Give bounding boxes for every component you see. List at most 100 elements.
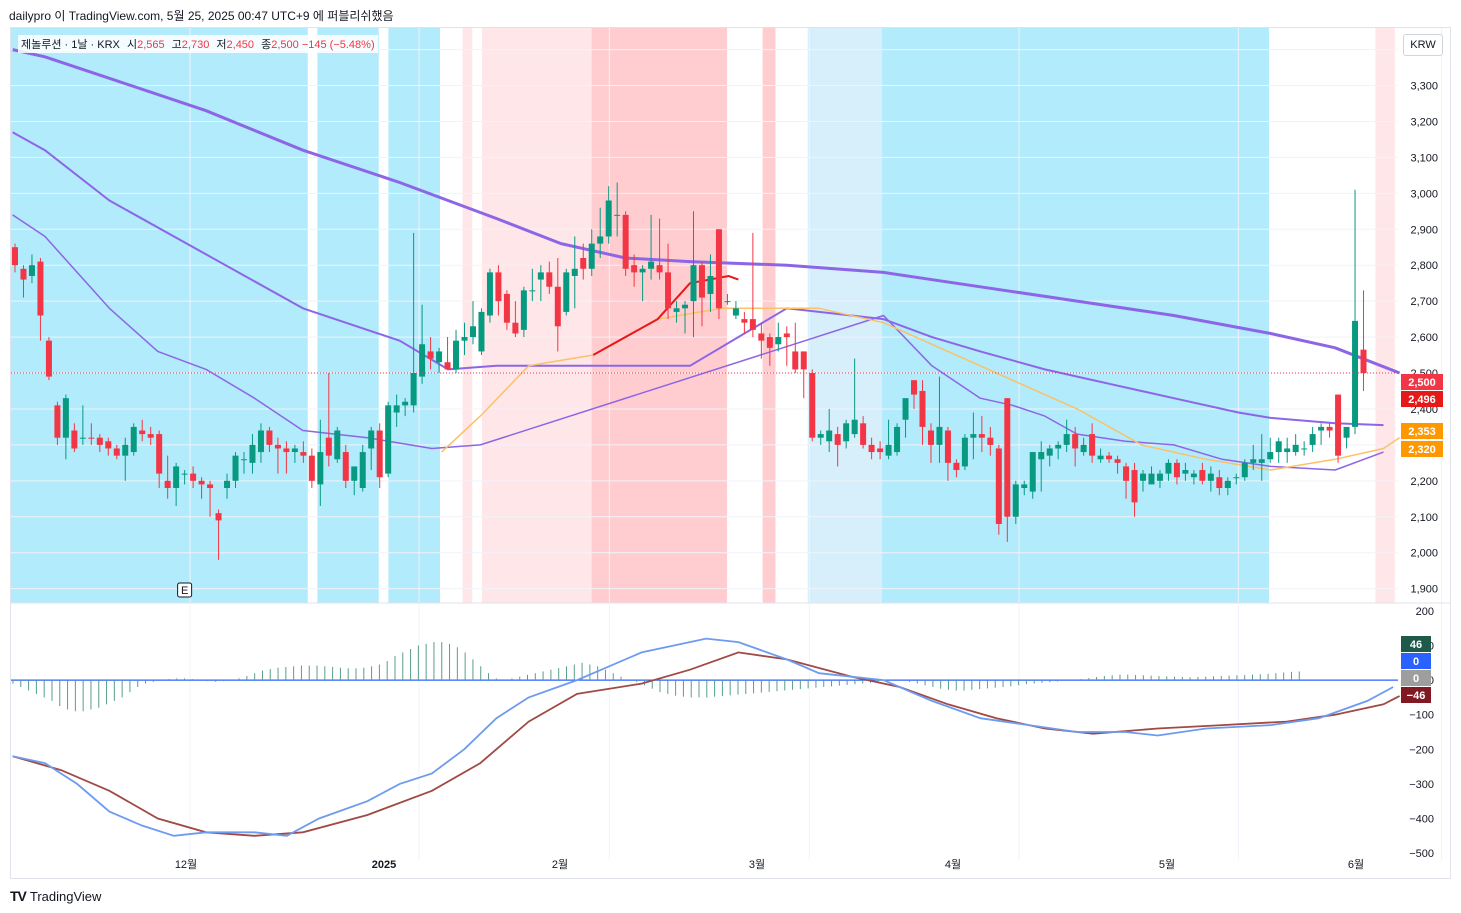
candle-body: [207, 484, 214, 488]
macd-tick-label: −400: [1409, 813, 1434, 825]
candle: [673, 301, 680, 323]
candle-body: [665, 272, 672, 309]
macd-badge: −46: [1401, 687, 1431, 703]
open-value: 2,565: [137, 39, 165, 51]
candle: [402, 398, 409, 417]
candle-body: [122, 444, 129, 456]
candle: [495, 265, 502, 316]
macd-badge-label: 0: [1413, 673, 1419, 685]
candle-body: [190, 473, 197, 481]
candle: [1241, 459, 1248, 481]
candle: [156, 430, 163, 488]
candle-body: [605, 200, 612, 237]
candle: [809, 369, 816, 442]
macd-badge-label: 0: [1413, 656, 1419, 668]
candle: [758, 322, 765, 359]
time-tick-label: 2월: [552, 858, 568, 871]
candle: [563, 268, 570, 316]
candle: [1318, 423, 1325, 445]
candle-body: [376, 430, 383, 478]
candle-body: [1258, 459, 1265, 463]
candle: [868, 437, 875, 460]
price-badge: 2,353: [1401, 423, 1443, 439]
candle-body: [911, 380, 918, 395]
candle: [1360, 290, 1367, 391]
candle-body: [1029, 452, 1036, 492]
candle-body: [766, 337, 773, 348]
candle: [122, 437, 129, 481]
price-badge-bg: [1401, 423, 1443, 439]
candle-body: [732, 308, 739, 316]
candle: [1284, 437, 1291, 463]
currency-button[interactable]: KRW: [1403, 34, 1443, 56]
open-label: 시: [126, 39, 138, 51]
candle: [1182, 462, 1189, 481]
candle: [1055, 441, 1062, 460]
candle: [715, 229, 722, 320]
candle: [37, 258, 44, 341]
price-tick-label: 1,900: [1410, 584, 1438, 596]
candle: [130, 423, 137, 456]
candle: [274, 437, 281, 474]
price-badge: 2,496: [1401, 391, 1443, 407]
candle-body: [970, 434, 977, 438]
candle-body: [944, 430, 951, 463]
time-tick-label: 12월: [175, 858, 197, 871]
candle-body: [1335, 394, 1342, 456]
candle: [164, 455, 171, 499]
candle-body: [588, 243, 595, 269]
candle: [181, 470, 188, 485]
candle: [147, 426, 154, 445]
candle-body: [1275, 441, 1282, 453]
candle-body: [436, 351, 443, 363]
candle: [851, 358, 858, 438]
candle-body: [843, 423, 850, 442]
candle-body: [1326, 426, 1333, 431]
candle-body: [1114, 459, 1121, 463]
candle-body: [1021, 484, 1028, 488]
macd-badge-label: 46: [1410, 639, 1422, 651]
candle-body: [215, 513, 222, 521]
candle: [732, 301, 739, 320]
candle-body: [173, 466, 180, 488]
candle-body: [877, 448, 884, 453]
candle-body: [1156, 473, 1163, 481]
candle: [792, 322, 799, 373]
candle-body: [1309, 434, 1316, 445]
macd-tick-label: 200: [1416, 606, 1434, 618]
candle: [1114, 455, 1121, 474]
candle: [520, 286, 527, 338]
price-tick-label: 2,700: [1410, 296, 1438, 308]
price-badge: 2,500: [1401, 374, 1443, 390]
candle: [1216, 470, 1223, 496]
macd-badge: 46: [1401, 636, 1431, 652]
session-band: [317, 28, 379, 603]
candle: [453, 329, 460, 373]
candle-body: [707, 275, 714, 294]
candle: [529, 268, 536, 302]
earnings-marker[interactable]: E: [177, 582, 193, 598]
candle: [944, 426, 951, 481]
price-tick-label: 2,100: [1410, 512, 1438, 524]
candle: [1063, 419, 1070, 453]
symbol-name[interactable]: 제놀루션 · 1날 · KRX: [21, 39, 120, 51]
candle: [927, 423, 934, 463]
candle-body: [88, 437, 95, 439]
candle: [588, 229, 595, 276]
candle-body: [300, 452, 307, 456]
candle: [749, 232, 756, 338]
candle-body: [130, 426, 137, 453]
candle-body: [953, 462, 960, 471]
candle-body: [139, 430, 146, 435]
candle-body: [20, 268, 27, 280]
price-tick-label: 3,000: [1410, 188, 1438, 200]
candle-body: [554, 286, 561, 327]
price-tick-label: 3,200: [1410, 116, 1438, 128]
tradingview-logo[interactable]: TV TradingView: [10, 888, 101, 904]
price-grid: [11, 28, 1443, 860]
candle: [690, 211, 697, 338]
candle: [537, 265, 544, 302]
candle-body: [37, 261, 44, 316]
candle: [1301, 441, 1308, 456]
